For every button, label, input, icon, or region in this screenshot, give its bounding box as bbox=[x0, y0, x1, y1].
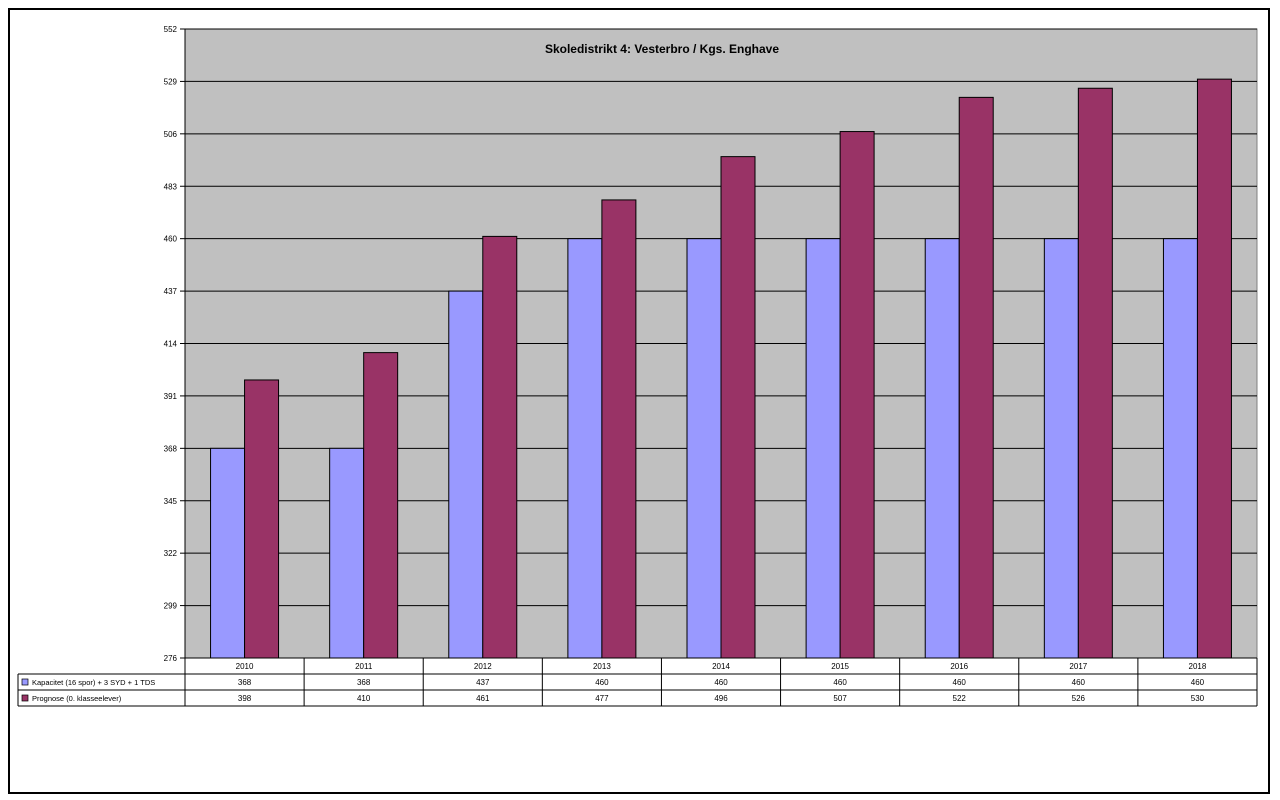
y-tick-label: 276 bbox=[164, 654, 178, 663]
data-table-value: 410 bbox=[357, 694, 371, 703]
bar-kapacitet bbox=[686, 238, 722, 659]
bar-prognose bbox=[839, 131, 875, 659]
y-tick-label: 391 bbox=[164, 392, 178, 401]
bar-prognose bbox=[482, 235, 518, 659]
x-tick-label: 2014 bbox=[712, 662, 730, 671]
y-tick-label: 529 bbox=[164, 77, 178, 86]
x-tick-label: 2012 bbox=[474, 662, 492, 671]
x-tick-label: 2011 bbox=[355, 662, 373, 671]
bar-kapacitet bbox=[210, 447, 246, 659]
bar-kapacitet bbox=[448, 290, 484, 659]
data-table-value: 460 bbox=[714, 678, 728, 687]
x-tick-label: 2013 bbox=[593, 662, 611, 671]
legend-key bbox=[21, 694, 29, 702]
data-table-value: 460 bbox=[595, 678, 609, 687]
x-tick-label: 2017 bbox=[1069, 662, 1087, 671]
data-table-value: 460 bbox=[1072, 678, 1086, 687]
bar-kapacitet bbox=[1043, 238, 1079, 659]
data-table-value: 507 bbox=[833, 694, 847, 703]
legend-entry: Prognose (0. klasseelever) bbox=[32, 694, 122, 703]
y-tick-label: 368 bbox=[164, 444, 178, 453]
bar-kapacitet bbox=[567, 238, 603, 659]
bars bbox=[210, 78, 1232, 659]
bar-prognose bbox=[958, 96, 994, 659]
bar-prognose bbox=[1077, 87, 1113, 659]
data-table-value: 460 bbox=[953, 678, 967, 687]
x-tick-label: 2010 bbox=[236, 662, 254, 671]
data-table-value: 368 bbox=[357, 678, 371, 687]
bar-prognose bbox=[601, 199, 637, 659]
y-tick-label: 414 bbox=[164, 340, 178, 349]
data-table: 2010 2011 2012 2013 2014 2015 2016 2017 2018 Kapa… bbox=[17, 657, 1258, 707]
chart-title: Skoledistrikt 4: Vesterbro / Kgs. Enghav… bbox=[545, 42, 779, 56]
data-table-value: 461 bbox=[476, 694, 490, 703]
y-axis: 276 299 322 345 368 391 414 437 460 483 506 529 552 bbox=[164, 25, 186, 663]
bar-kapacitet bbox=[329, 447, 365, 659]
y-tick-label: 299 bbox=[164, 602, 178, 611]
bar-kapacitet bbox=[1162, 238, 1198, 659]
x-tick-label: 2016 bbox=[950, 662, 968, 671]
bar-prognose bbox=[720, 156, 756, 659]
y-tick-label: 506 bbox=[164, 130, 178, 139]
data-table-value: 460 bbox=[1191, 678, 1205, 687]
data-table-value: 496 bbox=[714, 694, 728, 703]
data-table-value: 522 bbox=[953, 694, 967, 703]
y-tick-label: 322 bbox=[164, 549, 178, 558]
bar-kapacitet bbox=[805, 238, 841, 659]
y-tick-label: 437 bbox=[164, 287, 178, 296]
data-table-value: 526 bbox=[1072, 694, 1086, 703]
legend-entry: Kapacitet (16 spor) + 3 SYD + 1 TDS bbox=[32, 678, 155, 687]
bar-prognose bbox=[363, 352, 399, 659]
data-table-value: 368 bbox=[238, 678, 252, 687]
bar-prognose bbox=[1196, 78, 1232, 659]
y-tick-label: 552 bbox=[164, 25, 178, 34]
data-table-value: 530 bbox=[1191, 694, 1205, 703]
bar-prognose bbox=[244, 379, 280, 659]
bar-kapacitet bbox=[924, 238, 960, 659]
x-tick-label: 2015 bbox=[831, 662, 849, 671]
y-tick-label: 483 bbox=[164, 182, 178, 191]
data-table-value: 477 bbox=[595, 694, 609, 703]
y-tick-label: 460 bbox=[164, 235, 178, 244]
data-table-value: 398 bbox=[238, 694, 252, 703]
data-table-value: 437 bbox=[476, 678, 490, 687]
legend-key bbox=[21, 678, 29, 686]
x-tick-label: 2018 bbox=[1189, 662, 1207, 671]
y-tick-label: 345 bbox=[164, 497, 178, 506]
data-table-value: 460 bbox=[833, 678, 847, 687]
